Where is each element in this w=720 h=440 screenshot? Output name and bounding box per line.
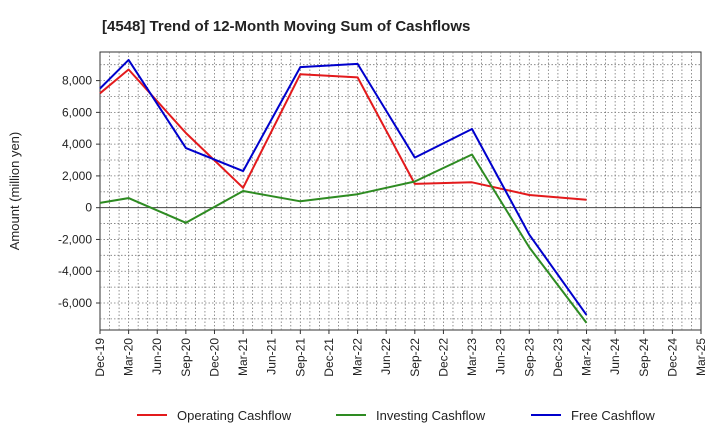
- legend-label-free-cashflow: Free Cashflow: [571, 408, 655, 423]
- x-tick-label: Mar-25: [694, 338, 708, 376]
- x-tick-label: Mar-24: [580, 338, 594, 376]
- x-tick-label: Sep-21: [293, 338, 307, 377]
- legend-label-operating-cashflow: Operating Cashflow: [177, 408, 292, 423]
- y-axis-ticks: -6,000 -4,000 -2,000 0 2,000 4,000 6,000 8,000: [58, 74, 100, 310]
- y-tick-label: -2,000: [58, 232, 92, 246]
- y-tick-label: 6,000: [62, 105, 92, 119]
- grid-lines: [100, 52, 701, 330]
- series-line-free-cashflow: [99, 58, 588, 316]
- series-line-investing-cashflow: [99, 153, 588, 324]
- y-axis-label: Amount (million yen): [7, 132, 22, 251]
- x-tick-label: Jun-22: [379, 338, 393, 375]
- y-tick-label: -4,000: [58, 264, 92, 278]
- y-tick-label: -6,000: [58, 296, 92, 310]
- x-tick-label: Jun-23: [494, 338, 508, 375]
- x-tick-label: Jun-24: [608, 338, 622, 375]
- x-axis-ticks: Dec-19 Mar-20 Jun-20 Sep-20 Dec-20 Mar-21 Jun-…: [93, 330, 708, 377]
- x-tick-label: Jun-21: [265, 338, 279, 375]
- series-line-operating-cashflow: [99, 68, 587, 201]
- series-lines: [99, 58, 588, 324]
- x-tick-label: Sep-23: [522, 338, 536, 377]
- x-tick-label: Jun-20: [150, 338, 164, 375]
- x-tick-label: Mar-22: [351, 338, 365, 376]
- x-tick-label: Sep-20: [179, 338, 193, 377]
- x-tick-label: Dec-21: [322, 338, 336, 377]
- y-tick-label: 0: [85, 201, 92, 215]
- x-tick-label: Dec-20: [207, 338, 221, 377]
- chart-title: [4548] Trend of 12-Month Moving Sum of C…: [102, 18, 470, 35]
- x-tick-label: Dec-19: [93, 338, 107, 377]
- x-tick-label: Sep-24: [637, 338, 651, 377]
- y-tick-label: 2,000: [62, 169, 92, 183]
- plot-frame: [99, 51, 702, 331]
- x-tick-label: Dec-23: [551, 338, 565, 377]
- x-tick-label: Dec-24: [665, 338, 679, 377]
- plot-area: [99, 51, 702, 331]
- legend-label-investing-cashflow: Investing Cashflow: [376, 408, 486, 423]
- x-tick-label: Dec-22: [436, 338, 450, 377]
- x-tick-label: Mar-21: [236, 338, 250, 376]
- x-tick-label: Sep-22: [408, 338, 422, 377]
- y-tick-label: 4,000: [62, 137, 92, 151]
- x-tick-label: Mar-23: [465, 338, 479, 376]
- legend: Operating Cashflow Investing Cashflow Free…: [137, 408, 655, 423]
- x-tick-label: Mar-20: [122, 338, 136, 376]
- y-tick-label: 8,000: [62, 74, 92, 88]
